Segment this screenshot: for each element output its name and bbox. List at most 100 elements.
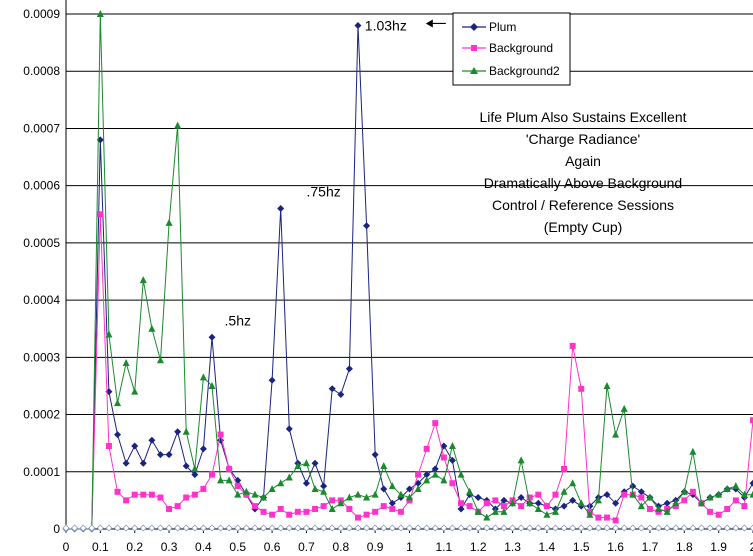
data-point [286,511,293,518]
data-point [621,491,628,498]
baseline-marker [182,524,190,532]
data-point [320,487,328,495]
baseline-marker [517,524,525,532]
baseline-marker [354,524,362,532]
data-point [217,476,225,484]
data-point [561,465,568,472]
data-point [440,454,447,461]
data-point [414,479,422,487]
data-point [105,443,112,450]
data-point [320,503,327,510]
legend-marker-background2 [470,67,478,74]
baseline-marker [122,524,130,532]
baseline-marker [234,524,242,532]
baseline-marker [406,524,413,532]
data-point [603,381,611,389]
baseline-marker [371,524,379,532]
data-point [294,508,301,515]
data-point [491,507,499,515]
data-point [131,491,138,498]
data-point [594,496,602,504]
y-tick-label: 0.0001 [23,465,60,479]
data-point [629,482,637,490]
data-point [458,500,465,507]
data-point [509,499,517,507]
baseline-marker [672,524,680,532]
data-point [629,490,637,498]
data-point [354,490,362,498]
baseline-marker [199,524,207,532]
data-point [165,218,173,226]
baseline-marker [397,524,405,532]
y-tick-labels: 0 0.0001 0.0002 0.0003 0.0004 0.0005 0.0006 0.0… [23,7,60,536]
data-point [105,330,113,338]
annotation-arrowhead [425,19,433,28]
data-point [302,479,310,487]
baseline-marker [577,524,585,532]
data-point [285,425,293,433]
data-point [269,511,276,518]
baseline-marker [629,524,637,532]
data-point [226,465,233,472]
data-point [406,493,413,501]
x-tick-label: 1.5 [573,540,590,554]
data-point [449,480,456,487]
baseline-marker [534,524,542,532]
data-point [551,507,559,515]
baseline-marker [414,524,422,532]
data-point [706,493,714,501]
data-point [156,451,164,459]
baseline-marker [114,524,122,532]
zero-markers [62,524,753,533]
baseline-marker [148,524,156,532]
data-point [380,485,388,493]
baseline-marker [483,524,491,532]
data-point [294,462,302,470]
data-point [97,211,104,218]
data-point [655,504,663,512]
x-tick-label: 1.3 [504,540,521,554]
data-point [749,490,753,498]
data-point [140,491,147,498]
x-tick-label: 0.2 [126,540,143,554]
data-point [543,503,550,510]
data-point [414,484,422,492]
baseline-marker [732,524,740,532]
data-point [732,482,740,490]
x-tick-label: 1.8 [676,540,693,554]
x-tick-label: 1 [406,540,413,554]
data-point [474,507,482,515]
legend-entry-background2: Background2 [462,64,560,78]
baseline-marker [551,524,559,532]
baseline-marker [586,524,594,532]
data-point [354,21,362,29]
data-point [268,484,276,492]
legend-entry-background: Background [462,41,553,55]
baseline-marker [663,524,671,532]
baseline-marker [174,524,182,532]
data-point [312,505,319,512]
baseline-marker [71,524,79,532]
data-point [208,381,216,389]
data-point [157,494,164,501]
baseline-marker [105,524,113,532]
baseline-marker [740,524,748,532]
baseline-marker [88,524,96,532]
x-tick-label: 1.7 [642,540,659,554]
x-tick-label: 0 [63,540,70,554]
data-point [534,499,542,507]
data-point [363,511,370,518]
data-point [620,404,628,412]
data-point [174,121,182,129]
data-point [166,505,173,512]
series-group [66,10,753,530]
data-point [354,514,361,521]
data-point [569,496,577,504]
data-point [612,517,619,524]
data-point [277,479,285,487]
data-point [500,507,508,515]
baseline-marker [294,524,302,532]
data-point [697,499,705,507]
legend-label-plum: Plum [489,20,516,34]
x-tick-labels: 0 0.1 0.2 0.3 0.4 0.5 0.6 0.7 0.8 0.9 1 1.1 1.2 1.3 1.… [63,540,753,554]
